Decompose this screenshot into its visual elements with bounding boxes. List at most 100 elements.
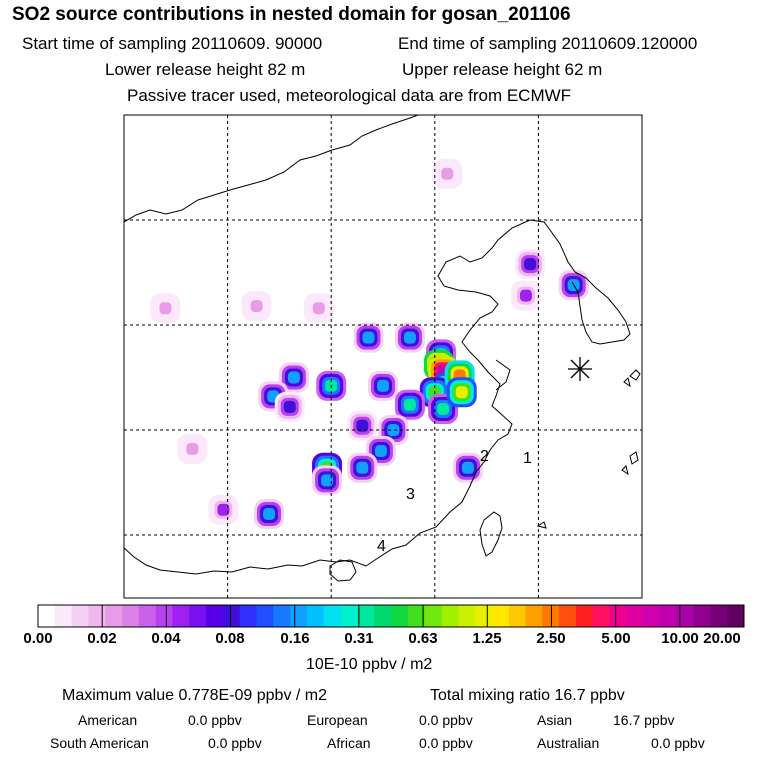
colorbar-frame [37, 604, 745, 628]
coastline-hainan [329, 559, 357, 582]
colorbar-cell [676, 605, 695, 627]
colorbar-cell [710, 605, 728, 627]
colorbar-cell [441, 605, 459, 627]
colorbar-cell [323, 605, 342, 627]
plume-cell [441, 167, 454, 180]
colorbar-cell [727, 605, 745, 627]
plume-cell [387, 424, 400, 436]
colorbar-cell [222, 605, 241, 627]
colorbar-cell [458, 605, 476, 627]
colorbar-tick: 0.31 [344, 630, 374, 647]
plume-cell [356, 461, 369, 474]
colorbar-cell [357, 605, 375, 627]
label-1: 1 [523, 450, 532, 467]
colorbar-cell [54, 605, 73, 627]
plume-cell [321, 474, 334, 487]
colorbar-cell [306, 605, 325, 627]
american-value: 0.0 ppbv [188, 712, 242, 728]
colorbar-cell [155, 605, 173, 627]
source-plume [347, 452, 378, 483]
colorbar-tick: 0.02 [87, 630, 117, 647]
coastline-extra [495, 359, 547, 529]
source-plume [446, 377, 477, 408]
african-label: African [327, 735, 371, 751]
source-plume [353, 322, 384, 353]
colorbar-cell [407, 605, 426, 627]
coastline-japan [621, 369, 641, 476]
source-plume [150, 293, 181, 324]
source-plume [254, 499, 285, 529]
plume-cell [519, 289, 532, 302]
colorbar-cell [239, 605, 258, 627]
european-label: European [307, 712, 368, 728]
colorbar-cell [559, 605, 577, 627]
source-plume [177, 433, 208, 464]
colorbar-cell [575, 605, 594, 627]
source-plume [394, 389, 425, 420]
colorbar-cell [592, 605, 611, 627]
plume-cell [186, 442, 199, 455]
source-plume [510, 280, 541, 311]
total-mixing-ratio: Total mixing ratio 16.7 ppbv [430, 687, 625, 704]
colorbar-cell [693, 605, 711, 627]
colorbar-cell [172, 605, 190, 627]
colorbar-tick: 0.63 [408, 630, 438, 647]
plume-cell [217, 503, 230, 516]
american-label: American [78, 712, 138, 728]
colorbar-cell [542, 605, 560, 627]
plume-cell [455, 386, 468, 399]
colorbar-tick: 0.16 [280, 630, 310, 647]
plume-cell [374, 445, 387, 457]
receptor-marker [568, 357, 592, 381]
plume-cell [437, 403, 450, 415]
colorbar-cell [71, 605, 89, 627]
colorbar-cell [508, 605, 526, 627]
coastline-korea [571, 271, 631, 345]
source-plume [274, 391, 305, 422]
colorbar-tick: 10.00 [661, 630, 699, 647]
colorbar-tick: 20.00 [703, 630, 741, 647]
source-plume [432, 158, 463, 189]
colorbar-cell [256, 605, 274, 627]
colorbar-cell [122, 605, 140, 627]
plume-cell [250, 300, 263, 313]
plume-cell [312, 302, 325, 315]
colorbar-cell [138, 605, 157, 627]
coastline-china [124, 219, 576, 575]
colorbar-cell [659, 605, 678, 627]
colorbar-tick: 0.08 [215, 630, 245, 647]
colorbar-cell [424, 605, 442, 627]
coastline-taiwan [479, 511, 503, 557]
label-3: 3 [406, 486, 415, 503]
colorbar-cell [340, 605, 358, 627]
colorbar-cell [609, 605, 627, 627]
max-value: Maximum value 0.778E-09 ppbv / m2 [62, 687, 328, 704]
plume-cell [362, 331, 375, 344]
colorbar-cell [374, 605, 392, 627]
colorbar-tick: 2.50 [536, 630, 566, 647]
colorbar-cell [38, 605, 56, 627]
source-plume [452, 452, 483, 483]
colorbar-cell [290, 605, 308, 627]
label-4: 4 [377, 538, 386, 555]
label-2: 2 [480, 448, 489, 465]
plume-cell [377, 379, 389, 392]
source-plume [347, 410, 378, 441]
plume-cell [403, 398, 416, 411]
source-plume [241, 291, 272, 322]
colorbar-cell [189, 605, 207, 627]
colorbar-cell [475, 605, 493, 627]
start-time: Start time of sampling 20110609. 90000 [22, 34, 323, 53]
colorbar-cell [105, 605, 123, 627]
map-frame [123, 114, 643, 599]
tracer-note: Passive tracer used, meteorological data… [127, 86, 572, 105]
border-north [124, 115, 419, 223]
source-plumes [150, 158, 589, 529]
colorbar-cell [643, 605, 661, 627]
colorbar-cell [206, 605, 224, 627]
source-plume [303, 293, 334, 324]
colorbar-tick: 0.00 [23, 630, 53, 647]
plume-cell [461, 461, 474, 474]
